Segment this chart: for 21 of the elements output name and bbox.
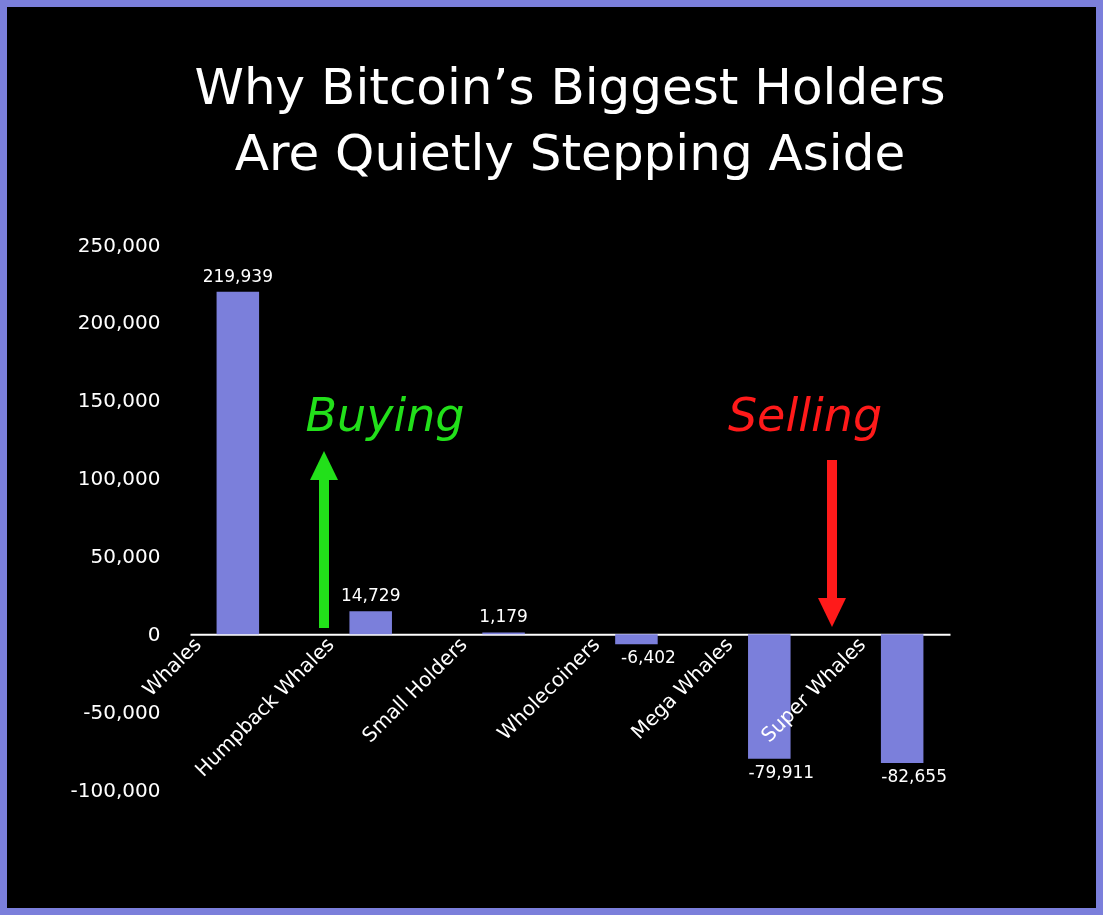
bar [615, 634, 658, 645]
data-label: 1,179 [479, 606, 528, 627]
y-tick-label: 50,000 [90, 543, 161, 568]
y-tick-label: 0 [147, 621, 161, 646]
annotation: Buying [305, 388, 465, 442]
annotation: Selling [727, 388, 883, 442]
y-tick-label: -100,000 [70, 777, 161, 802]
data-label: -79,911 [748, 761, 815, 782]
y-tick-label: 250,000 [77, 232, 161, 257]
data-label: 219,939 [202, 265, 273, 286]
y-tick-label: -50,000 [83, 699, 161, 724]
bar [216, 291, 260, 635]
bar [349, 611, 392, 635]
chart-title: Why Bitcoin’s Biggest Holders Are Quietly Stepping Aside [194, 58, 946, 182]
y-tick-label: 100,000 [77, 466, 161, 491]
data-label: -82,655 [881, 765, 947, 786]
y-tick-label: 200,000 [77, 310, 161, 335]
data-label: 14,729 [340, 585, 401, 606]
bar [880, 634, 924, 763]
y-tick-label: 150,000 [77, 388, 161, 413]
data-label: -6,402 [621, 647, 676, 668]
